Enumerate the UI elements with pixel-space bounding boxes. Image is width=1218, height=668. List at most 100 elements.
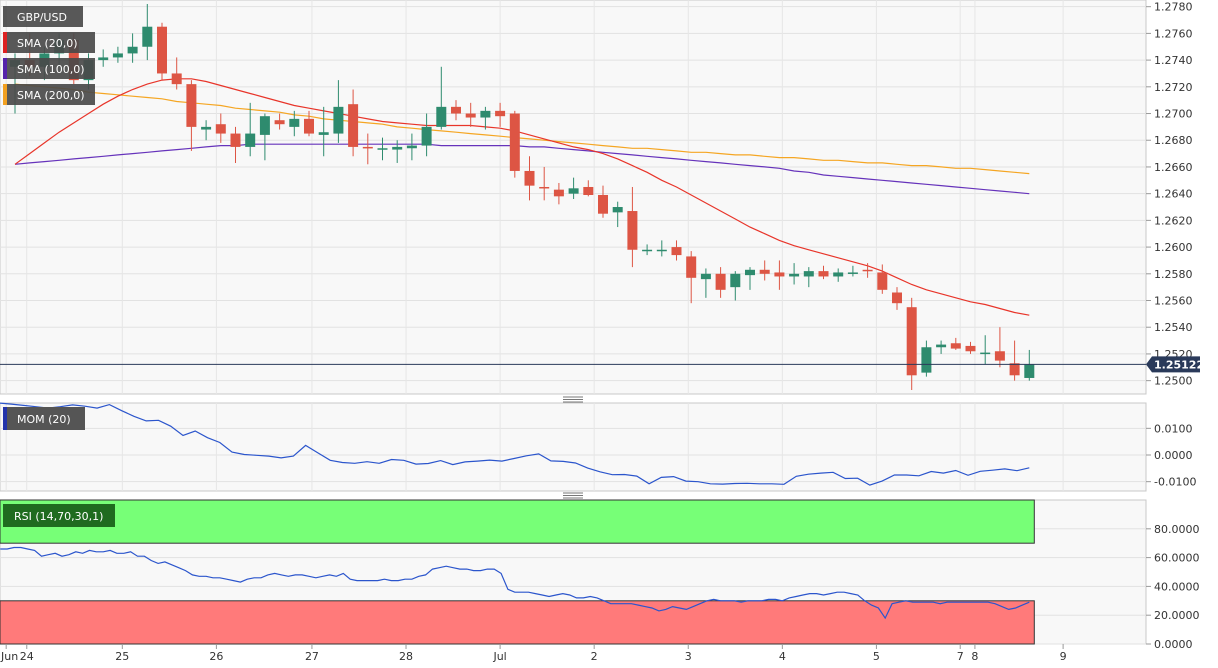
candle-body-up	[568, 188, 579, 194]
candle-body-down	[553, 189, 564, 197]
candle-body-down	[274, 120, 285, 125]
time-tick-label: Jul	[492, 650, 506, 663]
candle-body-down	[215, 124, 226, 134]
price-tick-label: 1.2660	[1154, 161, 1193, 174]
legend-item-box	[3, 6, 83, 27]
rsi-legend-label: RSI (14,70,30,1)	[14, 510, 103, 523]
time-tick-label: 27	[305, 650, 319, 663]
price-tick-label: 1.2760	[1154, 27, 1193, 40]
time-tick-label: 28	[399, 650, 413, 663]
candle-body-down	[862, 269, 873, 272]
candle-body-down	[715, 273, 726, 290]
momentum-y-axis: 0.0100 0.0000 -0.0100	[1146, 422, 1196, 489]
legend-item-label: SMA (100,0)	[17, 63, 85, 76]
candle-body-up	[421, 126, 432, 146]
candle-body-up	[936, 344, 947, 348]
price-plot-area	[0, 0, 1147, 395]
candle-body-down	[495, 110, 506, 117]
candle-body-up	[392, 146, 403, 150]
momentum-panel: 0.0100 0.0000 -0.0100 MOM (20)	[0, 402, 1196, 492]
candle-body-up	[803, 271, 814, 277]
candle-body-down	[774, 272, 785, 277]
candle-body-up	[406, 145, 417, 149]
momentum-legend-swatch	[3, 407, 7, 430]
candle-body-down	[686, 256, 697, 278]
price-tick-label: 1.2580	[1154, 268, 1193, 281]
time-tick-label: 7	[957, 650, 964, 663]
candle-body-up	[377, 148, 388, 150]
panel-splitter-1[interactable]	[563, 396, 583, 403]
rsi-legend: RSI (14,70,30,1)	[3, 504, 115, 527]
candle-body-down	[627, 211, 638, 250]
legend-item-box	[3, 84, 95, 105]
rsi-tick-label: 40.0000	[1154, 580, 1200, 593]
price-tick-label: 1.2700	[1154, 108, 1193, 121]
time-tick-label: 8	[971, 650, 978, 663]
candle-body-up	[112, 53, 123, 58]
time-tick-label: 2	[591, 650, 598, 663]
candle-body-up	[921, 347, 932, 373]
candle-body-down	[524, 170, 535, 186]
rsi-tick-label: 60.0000	[1154, 552, 1200, 565]
time-tick-label: 24	[20, 650, 34, 663]
price-tick-label: 1.2560	[1154, 295, 1193, 308]
candle-body-up	[847, 272, 858, 274]
legend-item-box	[3, 58, 95, 79]
time-tick-label: 9	[1060, 650, 1067, 663]
last-price-label: 1.25122	[1154, 358, 1204, 371]
candle-body-up	[980, 352, 991, 355]
time-tick-label: 5	[873, 650, 880, 663]
last-price-marker: 1.25122	[1146, 356, 1204, 373]
panel-splitter-2[interactable]	[563, 492, 583, 499]
candle-body-up	[201, 126, 212, 130]
time-axis: Jun 24 25 26 27 28 Jul 2 3 4 5 7 8 9	[0, 644, 1067, 663]
rsi-oversold-zone	[0, 600, 1035, 645]
candle-body-up	[127, 46, 138, 54]
legend-item-swatch	[3, 84, 7, 105]
price-tick-label: 1.2620	[1154, 214, 1193, 227]
legend-item-box	[3, 32, 95, 53]
price-y-axis: 1.25001.25201.25401.25601.25801.26001.26…	[1146, 1, 1193, 388]
candle-body-down	[950, 343, 961, 349]
candle-body-down	[362, 146, 373, 149]
candle-body-down	[230, 133, 241, 147]
candle-body-up	[789, 273, 800, 277]
candle-body-up	[1024, 364, 1035, 378]
candle-body-down	[451, 106, 461, 114]
candle-body-down	[965, 345, 976, 352]
candle-body-down	[671, 247, 682, 256]
price-tick-label: 1.2680	[1154, 134, 1193, 147]
rsi-panel: 80.0000 60.0000 40.0000 20.0000 0.0000 RSI (…	[0, 499, 1200, 651]
candle-body-up	[259, 116, 270, 135]
candle-body-down	[304, 118, 314, 134]
rsi-tick-label: 0.0000	[1154, 638, 1193, 651]
price-panel: 1.25001.25201.25401.25601.25801.26001.26…	[0, 0, 1204, 395]
candle-body-up	[745, 269, 755, 276]
momentum-tick-label: -0.0100	[1154, 476, 1196, 489]
candle-body-down	[539, 186, 550, 189]
candle-body-up	[656, 249, 667, 252]
candle-body-up	[642, 249, 653, 252]
price-moving-averages	[14, 78, 1030, 316]
momentum-tick-label: 0.0100	[1154, 422, 1193, 435]
price-tick-label: 1.2640	[1154, 188, 1193, 201]
momentum-legend-label: MOM (20)	[17, 413, 71, 426]
legend-item-label: GBP/USD	[17, 11, 67, 24]
candle-body-up	[700, 273, 711, 280]
candle-body-down	[465, 113, 476, 118]
momentum-legend-box	[3, 407, 85, 430]
price-tick-label: 1.2540	[1154, 321, 1193, 334]
time-tick-label: 3	[685, 650, 692, 663]
candle-body-down	[906, 307, 917, 376]
time-tick-label: 26	[209, 650, 223, 663]
momentum-plot-area	[0, 402, 1147, 492]
candle-body-up	[730, 273, 741, 288]
candle-body-up	[142, 26, 153, 47]
candle-body-up	[833, 272, 844, 277]
candle-body-down	[157, 26, 167, 74]
rsi-legend-box	[3, 504, 115, 527]
candle-body-up	[289, 118, 300, 127]
candle-body-up	[245, 133, 256, 147]
price-tick-label: 1.2740	[1154, 54, 1193, 67]
